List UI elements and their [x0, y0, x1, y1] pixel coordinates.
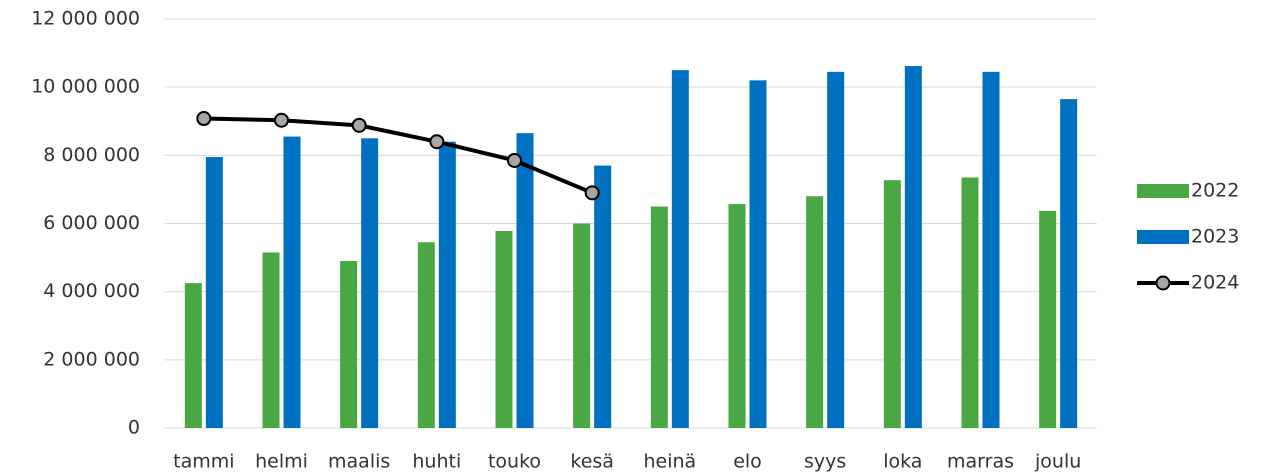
x-tick-label: joulu [1034, 451, 1081, 473]
bar [883, 180, 901, 428]
line-marker [274, 112, 289, 128]
line-marker [507, 152, 522, 168]
y-tick-label: 0 [128, 417, 140, 439]
x-tick-label: heinä [643, 451, 696, 473]
x-tick-label: elo [733, 451, 762, 473]
x-tick-label: helmi [255, 451, 308, 473]
bar [728, 204, 746, 428]
line-marker [429, 134, 445, 150]
bar [982, 71, 1000, 429]
line [203, 116, 593, 195]
x-tick-label: syys [804, 451, 846, 473]
bar [340, 260, 358, 428]
y-tick-label: 4 000 000 [43, 280, 140, 302]
legend-label: 2024 [1191, 272, 1239, 294]
bar [650, 206, 668, 428]
bar [205, 157, 223, 428]
bar [495, 230, 513, 428]
legend-marker [1155, 275, 1171, 291]
x-tick-label: touko [488, 451, 541, 473]
line-marker [351, 117, 367, 133]
bar [961, 177, 979, 428]
x-tick-label: tammi [173, 451, 234, 473]
bar [361, 138, 379, 428]
bar [1060, 99, 1078, 429]
y-tick-label: 6 000 000 [43, 212, 140, 234]
bar [827, 71, 845, 429]
bar [749, 80, 767, 428]
bar [417, 242, 435, 428]
y-tick-label: 10 000 000 [31, 76, 140, 98]
x-tick-label: marras [947, 451, 1014, 473]
bar [438, 141, 456, 428]
bar [283, 136, 301, 428]
legend-label: 2022 [1191, 180, 1239, 202]
legend-swatch [1137, 230, 1189, 244]
x-tick-label: maalis [328, 451, 390, 473]
bar [1039, 210, 1057, 428]
bar [594, 165, 612, 428]
bar [904, 66, 922, 428]
bar [262, 252, 280, 428]
y-tick-label: 12 000 000 [31, 8, 140, 30]
bar [671, 70, 689, 428]
x-tick-label: kesä [570, 451, 614, 473]
bar [806, 196, 824, 428]
legend-swatch [1137, 184, 1189, 198]
bar [184, 283, 202, 428]
x-tick-label: loka [883, 451, 922, 473]
y-tick-label: 8 000 000 [43, 144, 140, 166]
bar [516, 133, 534, 428]
line-marker [584, 185, 600, 201]
line-marker [196, 111, 212, 127]
legend-label: 2023 [1191, 226, 1239, 248]
x-tick-label: huhti [412, 451, 461, 473]
bar [573, 223, 591, 428]
y-tick-label: 2 000 000 [43, 348, 140, 370]
